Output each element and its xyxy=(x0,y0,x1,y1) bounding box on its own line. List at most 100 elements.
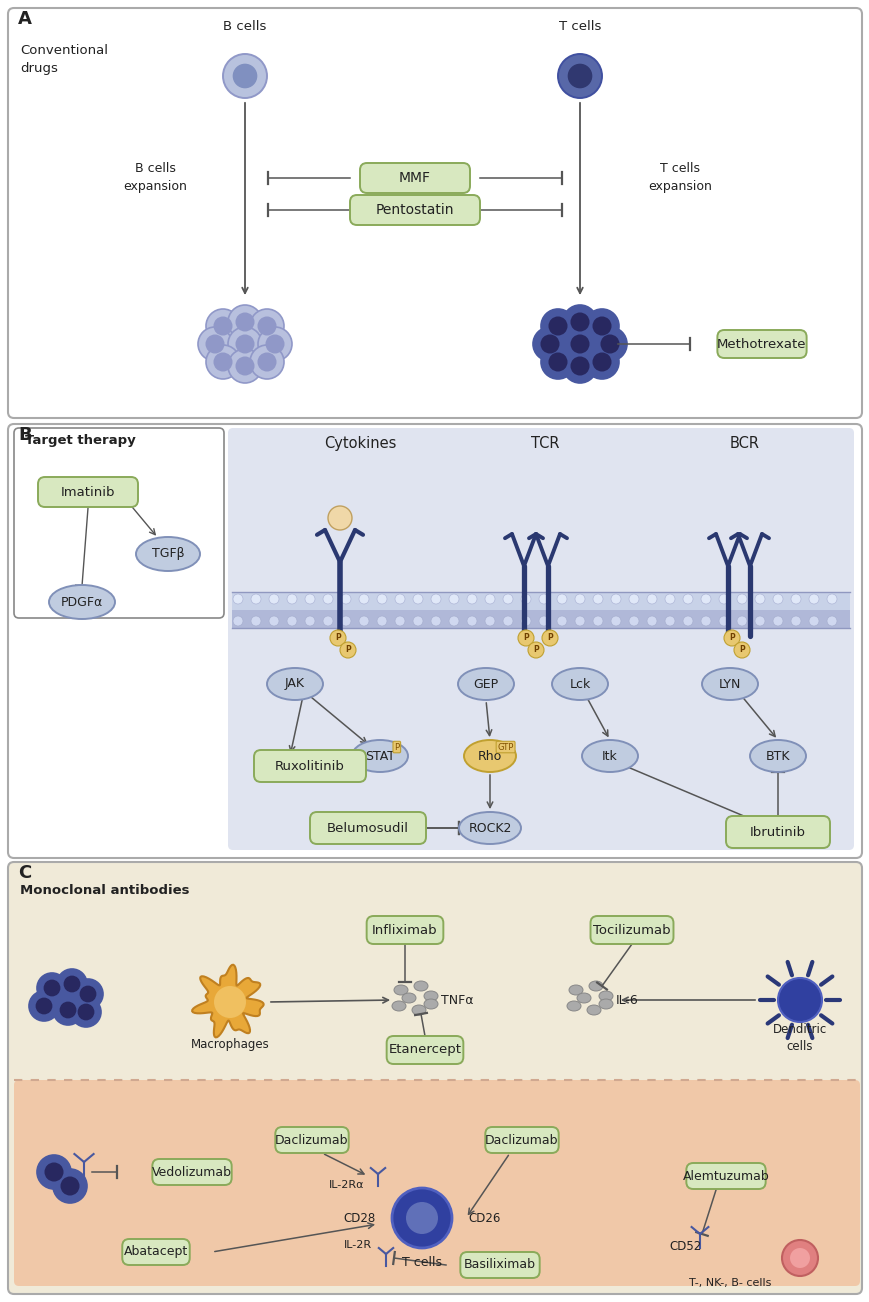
Ellipse shape xyxy=(267,668,322,700)
Circle shape xyxy=(329,630,346,646)
FancyBboxPatch shape xyxy=(8,424,861,858)
Circle shape xyxy=(527,642,543,658)
Circle shape xyxy=(562,349,596,383)
Circle shape xyxy=(29,991,59,1021)
Circle shape xyxy=(232,64,257,89)
Circle shape xyxy=(541,309,574,342)
Circle shape xyxy=(235,312,255,332)
Ellipse shape xyxy=(576,993,590,1003)
Ellipse shape xyxy=(588,980,602,991)
Circle shape xyxy=(341,616,350,626)
Circle shape xyxy=(305,616,315,626)
Circle shape xyxy=(754,594,764,604)
Circle shape xyxy=(592,353,611,371)
Circle shape xyxy=(502,594,513,604)
Circle shape xyxy=(700,616,710,626)
Text: Lck: Lck xyxy=(568,677,590,690)
Circle shape xyxy=(570,312,589,332)
Circle shape xyxy=(235,335,255,354)
Circle shape xyxy=(213,316,232,336)
Circle shape xyxy=(206,345,240,379)
Circle shape xyxy=(251,616,261,626)
Text: TNFα: TNFα xyxy=(441,993,473,1006)
FancyBboxPatch shape xyxy=(460,1253,539,1279)
Circle shape xyxy=(322,616,333,626)
Text: Itk: Itk xyxy=(601,750,617,763)
Circle shape xyxy=(664,616,674,626)
Circle shape xyxy=(718,594,728,604)
Text: TCR: TCR xyxy=(530,436,559,450)
Text: BCR: BCR xyxy=(729,436,760,450)
Text: CD28: CD28 xyxy=(343,1212,375,1225)
Circle shape xyxy=(826,616,836,626)
Circle shape xyxy=(610,616,620,626)
Circle shape xyxy=(570,357,589,375)
Text: Cytokines: Cytokines xyxy=(323,436,395,450)
Circle shape xyxy=(79,986,96,1003)
Circle shape xyxy=(562,327,596,361)
Text: STAT: STAT xyxy=(365,750,395,763)
Text: LYN: LYN xyxy=(718,677,740,690)
Circle shape xyxy=(574,616,584,626)
Circle shape xyxy=(467,594,476,604)
Circle shape xyxy=(430,594,441,604)
FancyBboxPatch shape xyxy=(275,1128,348,1154)
Circle shape xyxy=(222,53,267,98)
Circle shape xyxy=(287,616,296,626)
Text: P: P xyxy=(533,646,538,655)
Circle shape xyxy=(777,978,821,1022)
Circle shape xyxy=(521,616,530,626)
Ellipse shape xyxy=(392,1001,406,1010)
Circle shape xyxy=(547,316,567,336)
Text: Belumosudil: Belumosudil xyxy=(327,822,408,835)
Circle shape xyxy=(413,594,422,604)
Circle shape xyxy=(593,616,602,626)
Circle shape xyxy=(233,594,242,604)
FancyBboxPatch shape xyxy=(8,8,861,418)
Text: P: P xyxy=(394,742,399,751)
Circle shape xyxy=(773,616,782,626)
Circle shape xyxy=(600,335,619,354)
Ellipse shape xyxy=(457,668,514,700)
Text: P: P xyxy=(335,634,341,642)
Circle shape xyxy=(736,594,746,604)
Circle shape xyxy=(700,594,710,604)
Circle shape xyxy=(484,616,494,626)
Text: GEP: GEP xyxy=(473,677,498,690)
Text: Vedolizumab: Vedolizumab xyxy=(152,1165,232,1178)
Text: Ibrutinib: Ibrutinib xyxy=(749,825,805,838)
Ellipse shape xyxy=(401,993,415,1003)
Circle shape xyxy=(664,594,674,604)
Text: GTP: GTP xyxy=(497,742,514,751)
Circle shape xyxy=(265,335,284,354)
Circle shape xyxy=(647,594,656,604)
Circle shape xyxy=(592,316,611,336)
Circle shape xyxy=(249,309,283,342)
Circle shape xyxy=(44,1163,63,1181)
Text: ROCK2: ROCK2 xyxy=(468,822,511,835)
Circle shape xyxy=(584,309,618,342)
Text: IL-2R: IL-2R xyxy=(343,1240,372,1250)
Circle shape xyxy=(826,594,836,604)
Ellipse shape xyxy=(568,986,582,995)
Circle shape xyxy=(359,616,368,626)
FancyBboxPatch shape xyxy=(686,1163,765,1189)
Text: IL-2Rα: IL-2Rα xyxy=(328,1180,363,1190)
Circle shape xyxy=(570,335,589,354)
Circle shape xyxy=(541,630,557,646)
FancyBboxPatch shape xyxy=(14,1079,859,1286)
Ellipse shape xyxy=(587,1005,600,1016)
Circle shape xyxy=(340,642,355,658)
Circle shape xyxy=(517,630,534,646)
FancyBboxPatch shape xyxy=(717,329,806,358)
Circle shape xyxy=(539,616,548,626)
Text: Daclizumab: Daclizumab xyxy=(275,1134,348,1147)
Circle shape xyxy=(53,1169,87,1203)
Circle shape xyxy=(341,594,350,604)
Circle shape xyxy=(73,979,103,1009)
Circle shape xyxy=(214,986,246,1018)
FancyBboxPatch shape xyxy=(725,816,829,848)
Circle shape xyxy=(53,995,83,1025)
Circle shape xyxy=(682,594,693,604)
Circle shape xyxy=(257,316,276,336)
